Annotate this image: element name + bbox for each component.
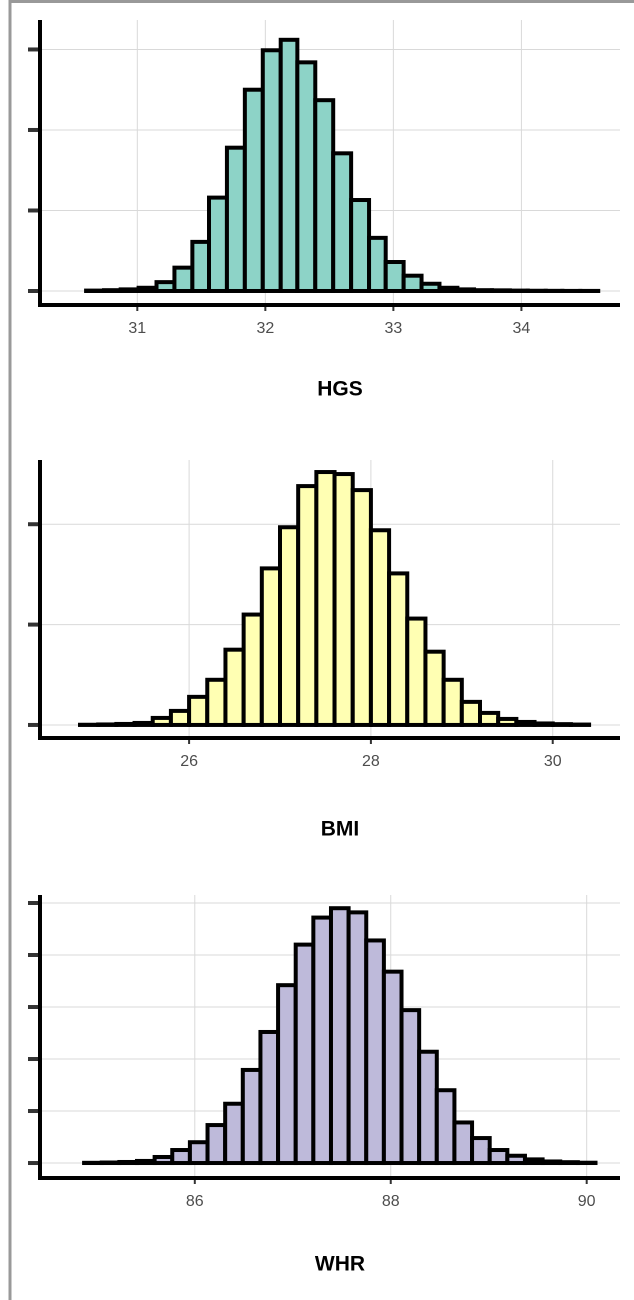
bar [401,273,424,293]
bar [278,525,301,727]
bar [399,1008,422,1166]
bar [387,571,410,727]
bar [205,677,228,727]
x-tick-label: 32 [256,320,274,337]
bar [223,647,246,727]
bar [349,198,372,293]
bar [434,1088,457,1166]
bar [367,235,388,293]
bar [99,1160,122,1166]
bar [314,470,337,727]
x-axis-title: BMI [321,818,360,841]
bar [170,1148,192,1166]
bar [190,239,212,293]
bar [187,1140,210,1166]
bar [540,1159,563,1166]
bar [258,1029,281,1166]
bar [472,288,494,293]
bar [346,910,369,1166]
bar [96,722,119,727]
bar [132,720,155,727]
bar [423,649,446,727]
bar [489,288,512,293]
bar [296,484,319,727]
x-tick-label: 30 [544,753,562,770]
x-tick-label: 90 [578,1193,596,1210]
bar [118,287,141,293]
bar [364,938,386,1166]
bar [419,281,442,293]
bar [172,265,195,293]
bar [224,145,247,293]
bar [187,694,210,727]
bar [223,1101,245,1166]
bar [470,1136,492,1166]
x-tick-label: 33 [384,320,402,337]
bar [295,60,318,293]
bar [487,1148,510,1166]
bar [478,710,501,727]
bar [260,48,283,293]
bar [331,151,354,293]
bar [368,528,392,727]
bar [242,87,265,293]
bar [459,699,482,727]
bar [114,721,137,727]
bar [150,715,173,727]
bar [278,37,300,293]
bar [332,472,355,727]
bar [207,195,229,293]
x-tick-label: 26 [180,753,198,770]
bar [136,285,159,293]
x-tick-label: 34 [513,320,531,337]
bar [313,98,336,293]
bar [550,722,573,727]
bar [405,616,428,727]
bar [311,915,333,1166]
bar [276,983,298,1166]
bar [168,708,192,727]
bar [455,287,477,293]
x-tick-label: 31 [128,320,146,337]
bar [381,969,404,1166]
x-axis-title: WHR [315,1253,365,1276]
bar [102,288,123,293]
bar [441,677,464,727]
bar [514,719,537,727]
bar [152,1154,175,1166]
bar [259,566,282,727]
bar [134,1158,157,1166]
bar [496,716,519,727]
bar [452,1120,475,1166]
bar [350,488,373,727]
x-axis-title: HGS [317,378,363,401]
bar [154,280,177,293]
bar [437,285,460,293]
x-tick-label: 88 [382,1193,400,1210]
bar [383,260,406,293]
bar [117,1159,139,1166]
bar [205,1123,228,1166]
bar [240,1067,263,1166]
bar [293,942,316,1166]
bar [505,1153,527,1166]
bar [417,1049,439,1166]
bar [522,1157,545,1166]
x-tick-label: 86 [186,1193,204,1210]
x-tick-label: 28 [362,753,380,770]
bar [558,1160,580,1166]
bar [532,721,555,727]
bar [241,612,264,727]
bar [328,906,351,1166]
